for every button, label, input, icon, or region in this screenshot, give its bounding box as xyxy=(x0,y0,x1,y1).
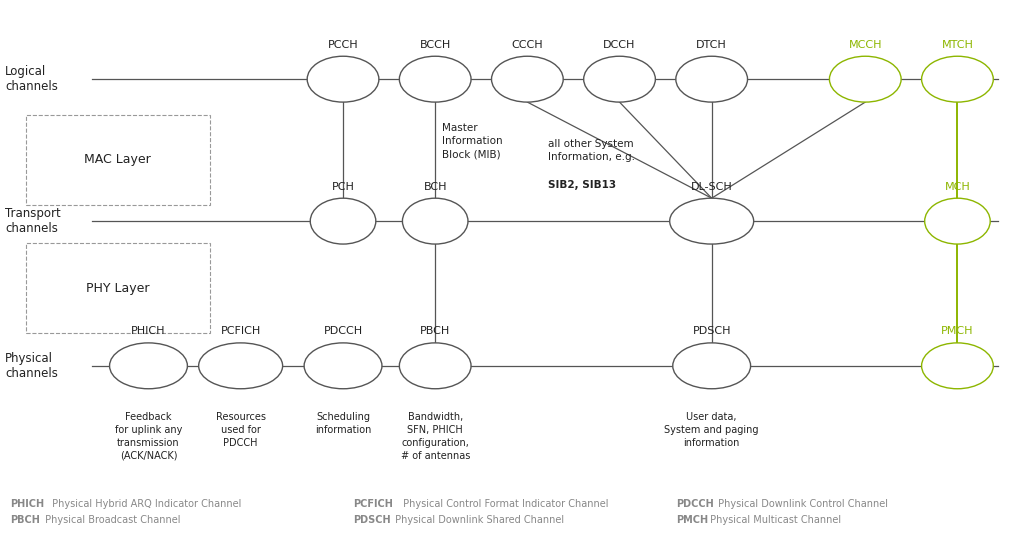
Text: PMCH: PMCH xyxy=(941,327,974,336)
Ellipse shape xyxy=(399,56,471,102)
Ellipse shape xyxy=(399,343,471,389)
Ellipse shape xyxy=(670,198,754,244)
Text: PBCH: PBCH xyxy=(10,515,40,525)
Text: Physical Control Format Indicator Channel: Physical Control Format Indicator Channe… xyxy=(399,499,608,509)
Text: Physical Multicast Channel: Physical Multicast Channel xyxy=(708,515,842,525)
Text: PDSCH: PDSCH xyxy=(353,515,391,525)
Text: Scheduling
information: Scheduling information xyxy=(314,412,372,435)
Ellipse shape xyxy=(925,198,990,244)
Text: Physical Broadcast Channel: Physical Broadcast Channel xyxy=(42,515,180,525)
Ellipse shape xyxy=(402,198,468,244)
Text: DL-SCH: DL-SCH xyxy=(691,182,732,192)
Text: BCCH: BCCH xyxy=(420,40,451,50)
Text: DCCH: DCCH xyxy=(603,40,636,50)
Ellipse shape xyxy=(199,343,283,389)
Text: CCCH: CCCH xyxy=(512,40,543,50)
Ellipse shape xyxy=(922,56,993,102)
FancyBboxPatch shape xyxy=(26,115,210,205)
Text: MTCH: MTCH xyxy=(941,40,974,50)
Text: Master
Information
Block (MIB): Master Information Block (MIB) xyxy=(442,123,503,159)
Ellipse shape xyxy=(829,56,901,102)
Text: Physical
channels: Physical channels xyxy=(5,352,58,380)
Text: PCCH: PCCH xyxy=(328,40,358,50)
Text: DTCH: DTCH xyxy=(696,40,727,50)
Text: PHICH: PHICH xyxy=(131,327,166,336)
Ellipse shape xyxy=(673,343,751,389)
Text: Transport
channels: Transport channels xyxy=(5,207,60,235)
Text: MCCH: MCCH xyxy=(849,40,882,50)
FancyBboxPatch shape xyxy=(26,243,210,333)
Text: Bandwidth,
SFN, PHICH
configuration,
# of antennas: Bandwidth, SFN, PHICH configuration, # o… xyxy=(400,412,470,461)
Text: Physical Hybrid ARQ Indicator Channel: Physical Hybrid ARQ Indicator Channel xyxy=(49,499,242,509)
Ellipse shape xyxy=(676,56,748,102)
Text: Feedback
for uplink any
transmission
(ACK/NACK): Feedback for uplink any transmission (AC… xyxy=(115,412,182,461)
Ellipse shape xyxy=(310,198,376,244)
Ellipse shape xyxy=(492,56,563,102)
Text: MAC Layer: MAC Layer xyxy=(84,153,152,166)
Text: PHY Layer: PHY Layer xyxy=(86,282,150,294)
Ellipse shape xyxy=(922,343,993,389)
Text: PHICH: PHICH xyxy=(10,499,44,509)
Text: PDSCH: PDSCH xyxy=(692,327,731,336)
Ellipse shape xyxy=(110,343,187,389)
Ellipse shape xyxy=(584,56,655,102)
Text: Physical Downlink Shared Channel: Physical Downlink Shared Channel xyxy=(392,515,564,525)
Text: PDCCH: PDCCH xyxy=(324,327,362,336)
Text: PCFICH: PCFICH xyxy=(220,327,261,336)
Text: PMCH: PMCH xyxy=(676,515,708,525)
Ellipse shape xyxy=(307,56,379,102)
Text: PCFICH: PCFICH xyxy=(353,499,393,509)
Ellipse shape xyxy=(304,343,382,389)
Text: MCH: MCH xyxy=(944,182,971,192)
Text: Resources
used for
PDCCH: Resources used for PDCCH xyxy=(216,412,265,448)
Text: User data,
System and paging
information: User data, System and paging information xyxy=(665,412,759,448)
Text: PCH: PCH xyxy=(332,182,354,192)
Text: all other System
Information, e.g.: all other System Information, e.g. xyxy=(548,139,635,162)
Text: PBCH: PBCH xyxy=(420,327,451,336)
Text: PDCCH: PDCCH xyxy=(676,499,714,509)
Text: BCH: BCH xyxy=(424,182,446,192)
Text: Physical Downlink Control Channel: Physical Downlink Control Channel xyxy=(715,499,888,509)
Text: Logical
channels: Logical channels xyxy=(5,65,58,93)
Text: SIB2, SIB13: SIB2, SIB13 xyxy=(548,180,616,190)
